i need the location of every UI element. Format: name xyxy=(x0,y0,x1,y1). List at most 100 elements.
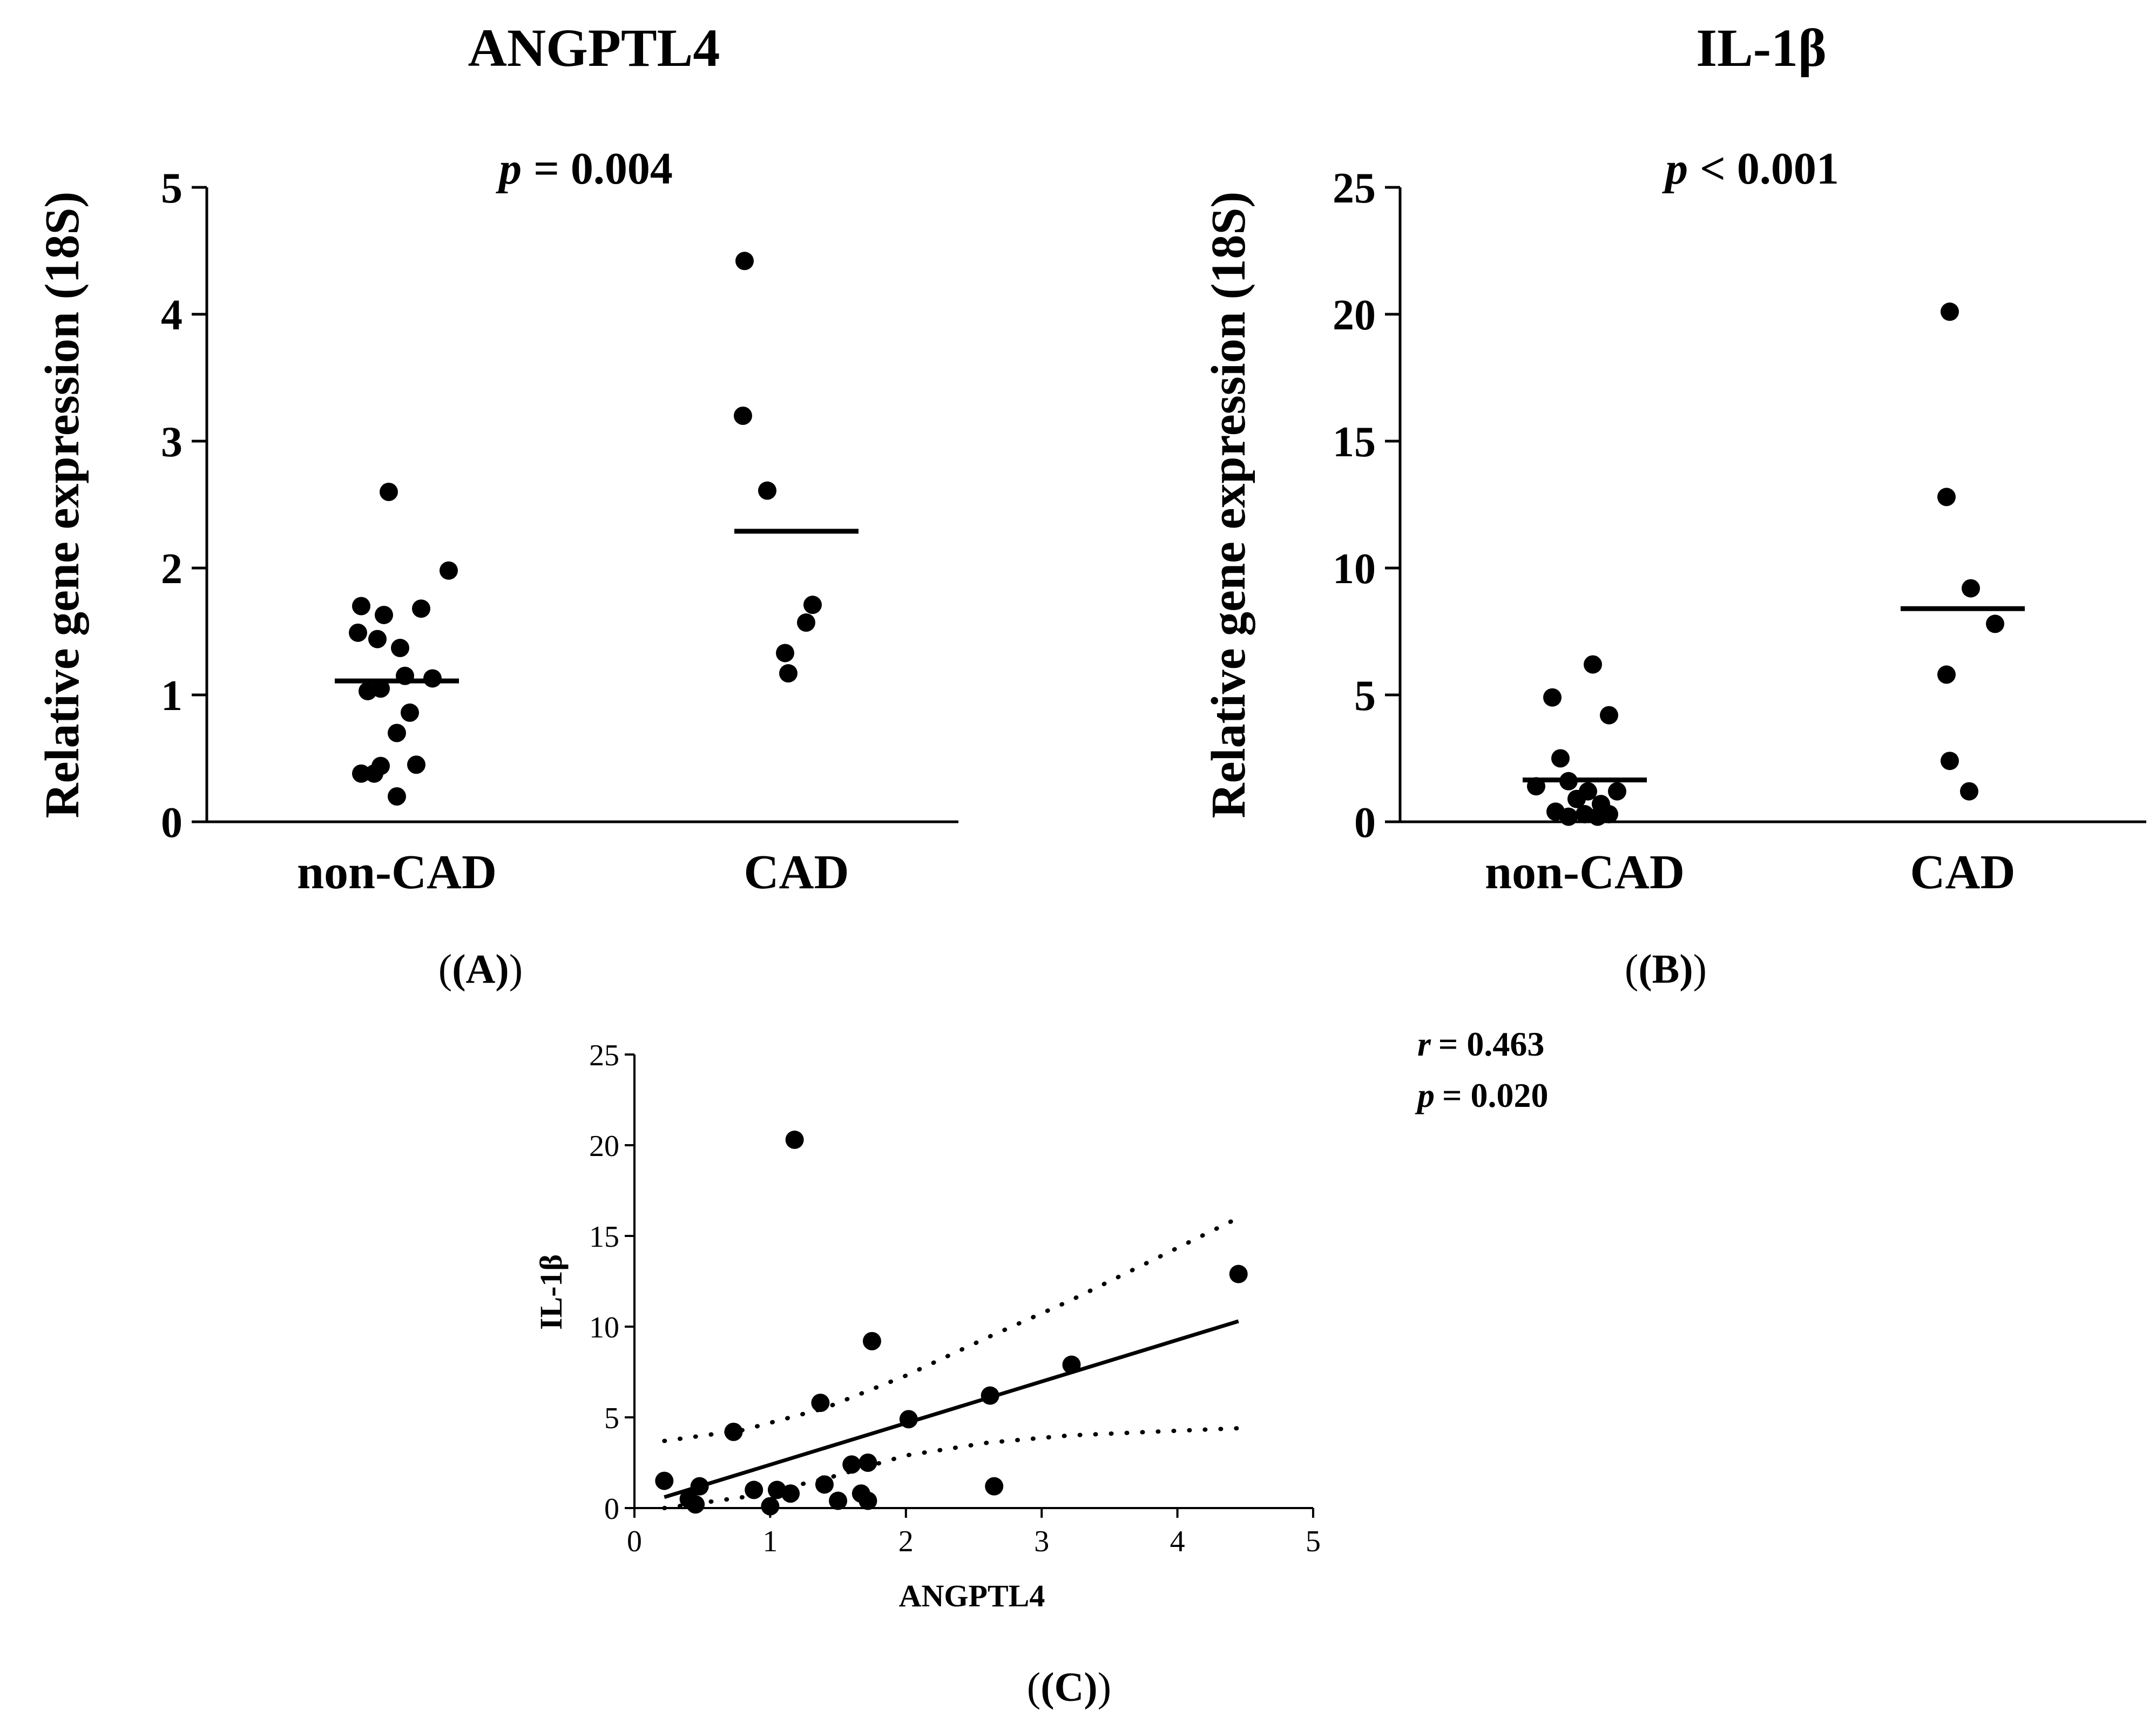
data-point xyxy=(829,1491,848,1510)
data-point xyxy=(388,787,406,806)
y-tick-label: 0 xyxy=(161,799,183,847)
data-point xyxy=(1986,614,2004,633)
panel-a-points xyxy=(349,252,822,806)
x-category-label: non-CAD xyxy=(297,846,497,899)
y-tick-label: 25 xyxy=(1333,165,1376,212)
y-tick-label: 10 xyxy=(589,1311,619,1344)
data-point xyxy=(423,669,442,688)
y-tick-label: 15 xyxy=(1333,418,1376,466)
data-point xyxy=(859,1454,877,1472)
panel-c-chart: r = 0.463 p = 0.020 IL-1β ANGPTL4 05101520… xyxy=(533,1025,1548,1710)
panel-b-p-value: < 0.001 xyxy=(1700,144,1839,194)
data-point xyxy=(349,623,367,642)
y-tick-label: 20 xyxy=(1333,292,1376,339)
data-point xyxy=(407,755,425,774)
data-point xyxy=(776,644,794,663)
panel-b-chart: IL-1β p < 0.001 Relative gene expression … xyxy=(1202,18,2146,992)
data-point xyxy=(365,764,383,783)
panel-b-p-label: p xyxy=(1662,144,1688,194)
data-point xyxy=(1062,1355,1081,1374)
data-point xyxy=(781,1484,800,1503)
data-point xyxy=(724,1422,743,1441)
x-tick-label: 2 xyxy=(898,1525,914,1558)
y-tick-label: 5 xyxy=(604,1402,619,1435)
y-tick-label: 2 xyxy=(161,545,183,593)
data-point xyxy=(1567,789,1586,808)
panel-a-label: ((A)) xyxy=(438,947,523,992)
data-point xyxy=(785,1130,804,1149)
panel-c-p-label: p xyxy=(1415,1076,1435,1114)
x-category-label: non-CAD xyxy=(1485,846,1685,899)
data-point xyxy=(1962,579,1980,598)
x-tick-label: 4 xyxy=(1170,1525,1185,1558)
y-tick-label: 5 xyxy=(1354,672,1376,720)
panel-b-p-annotation: p < 0.001 xyxy=(1662,144,1839,194)
x-tick-label: 5 xyxy=(1306,1525,1321,1558)
data-point xyxy=(1608,782,1626,801)
panel-b-mean-lines xyxy=(1523,606,2025,782)
data-point xyxy=(412,599,430,618)
data-point xyxy=(859,1491,877,1510)
data-point xyxy=(375,605,393,624)
panel-a-p-value: = 0.004 xyxy=(533,144,673,194)
panel-c-regression xyxy=(662,1215,1241,1510)
data-point xyxy=(811,1394,830,1412)
regression-line xyxy=(664,1319,1239,1499)
panel-a-p-label: p xyxy=(496,144,522,194)
data-point xyxy=(368,630,387,648)
panel-a-p-annotation: p = 0.004 xyxy=(496,144,673,194)
panel-a-chart: ANGPTL4 p = 0.004 Relative gene expressio… xyxy=(36,18,958,992)
data-point xyxy=(655,1471,674,1490)
data-point xyxy=(803,596,822,614)
data-point xyxy=(388,724,406,742)
panel-c-r-value: = 0.463 xyxy=(1438,1025,1544,1063)
y-tick-label: 10 xyxy=(1333,545,1376,593)
panel-b-label-letter: (B) xyxy=(1638,947,1693,992)
data-point xyxy=(1937,665,1956,684)
data-point xyxy=(1589,807,1607,826)
data-point xyxy=(815,1475,834,1494)
y-tick-label: 20 xyxy=(589,1130,619,1163)
data-point xyxy=(1559,772,1578,790)
panel-a-y-ticks: 0 1 2 3 4 5 xyxy=(161,165,207,847)
y-tick-label: 25 xyxy=(589,1039,619,1072)
panel-a-x-categories: non-CAD CAD xyxy=(297,846,849,899)
data-point xyxy=(380,483,398,501)
data-point xyxy=(797,613,815,632)
data-point xyxy=(981,1386,999,1405)
data-point xyxy=(842,1455,861,1474)
panel-c-points xyxy=(655,1130,1248,1516)
data-point xyxy=(734,407,752,425)
panel-c-y-ticks: 0 5 10 15 20 25 xyxy=(589,1039,634,1526)
data-point xyxy=(985,1477,1004,1496)
data-point xyxy=(899,1410,918,1429)
x-tick-label: 3 xyxy=(1034,1525,1049,1558)
panel-b-y-ticks: 0 5 10 15 20 25 xyxy=(1333,165,1400,847)
data-point xyxy=(440,561,458,580)
panel-c-label-letter: (C) xyxy=(1040,1665,1098,1710)
data-point xyxy=(745,1481,763,1499)
data-point xyxy=(391,639,409,658)
data-point xyxy=(1229,1265,1248,1283)
panel-b-label: ((B)) xyxy=(1625,947,1707,992)
data-point xyxy=(690,1477,709,1496)
data-point xyxy=(1527,777,1545,796)
data-point xyxy=(1600,706,1618,725)
data-point xyxy=(779,664,797,683)
panel-b-title: IL-1β xyxy=(1696,18,1827,78)
x-tick-label: 0 xyxy=(627,1525,642,1558)
panel-c-r-label: r xyxy=(1417,1025,1431,1063)
data-point xyxy=(735,252,754,271)
x-category-label: CAD xyxy=(1910,846,2016,899)
data-point xyxy=(1543,688,1562,707)
data-point xyxy=(862,1331,881,1350)
panel-b-x-categories: non-CAD CAD xyxy=(1485,846,2016,899)
panel-c-label: ((C)) xyxy=(1027,1665,1111,1710)
data-point xyxy=(686,1495,705,1514)
panel-a-label-letter: (A) xyxy=(452,947,509,992)
panel-c-y-axis-label: IL-1β xyxy=(533,1254,569,1330)
x-category-label: CAD xyxy=(744,846,849,899)
data-point xyxy=(401,703,419,722)
data-point xyxy=(1584,655,1602,674)
